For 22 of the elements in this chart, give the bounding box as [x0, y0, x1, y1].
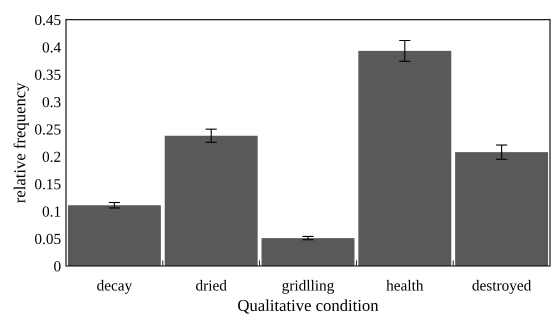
y-tick-label: 0.4	[42, 42, 61, 53]
x-tick-label: health	[386, 280, 424, 291]
x-tick-label: dried	[196, 280, 227, 291]
y-tick-label: 0.2	[42, 152, 60, 162]
x-tick-label: destroyed	[472, 280, 532, 294]
y-tick-label: 0.45	[34, 14, 61, 26]
y-tick-label: 0.3	[42, 96, 61, 108]
bar	[455, 152, 548, 266]
y-tick-label: 0.35	[34, 70, 61, 80]
y-axis-title: relative frequency	[14, 82, 29, 203]
x-axis-title: Qualitative condition	[238, 299, 378, 314]
x-tick-label: decay	[97, 280, 132, 294]
bar	[68, 205, 161, 266]
y-tick-label: 0.1	[42, 206, 60, 217]
x-tick-label: gridlling	[282, 280, 334, 294]
y-tick-label: 0.25	[34, 124, 61, 135]
y-tick-label: 0	[54, 261, 61, 272]
bar	[358, 50, 452, 266]
y-tick-label: 0.15	[34, 179, 61, 190]
y-tick-label: 0.05	[34, 234, 61, 244]
bar	[164, 136, 258, 266]
bar	[262, 238, 354, 266]
